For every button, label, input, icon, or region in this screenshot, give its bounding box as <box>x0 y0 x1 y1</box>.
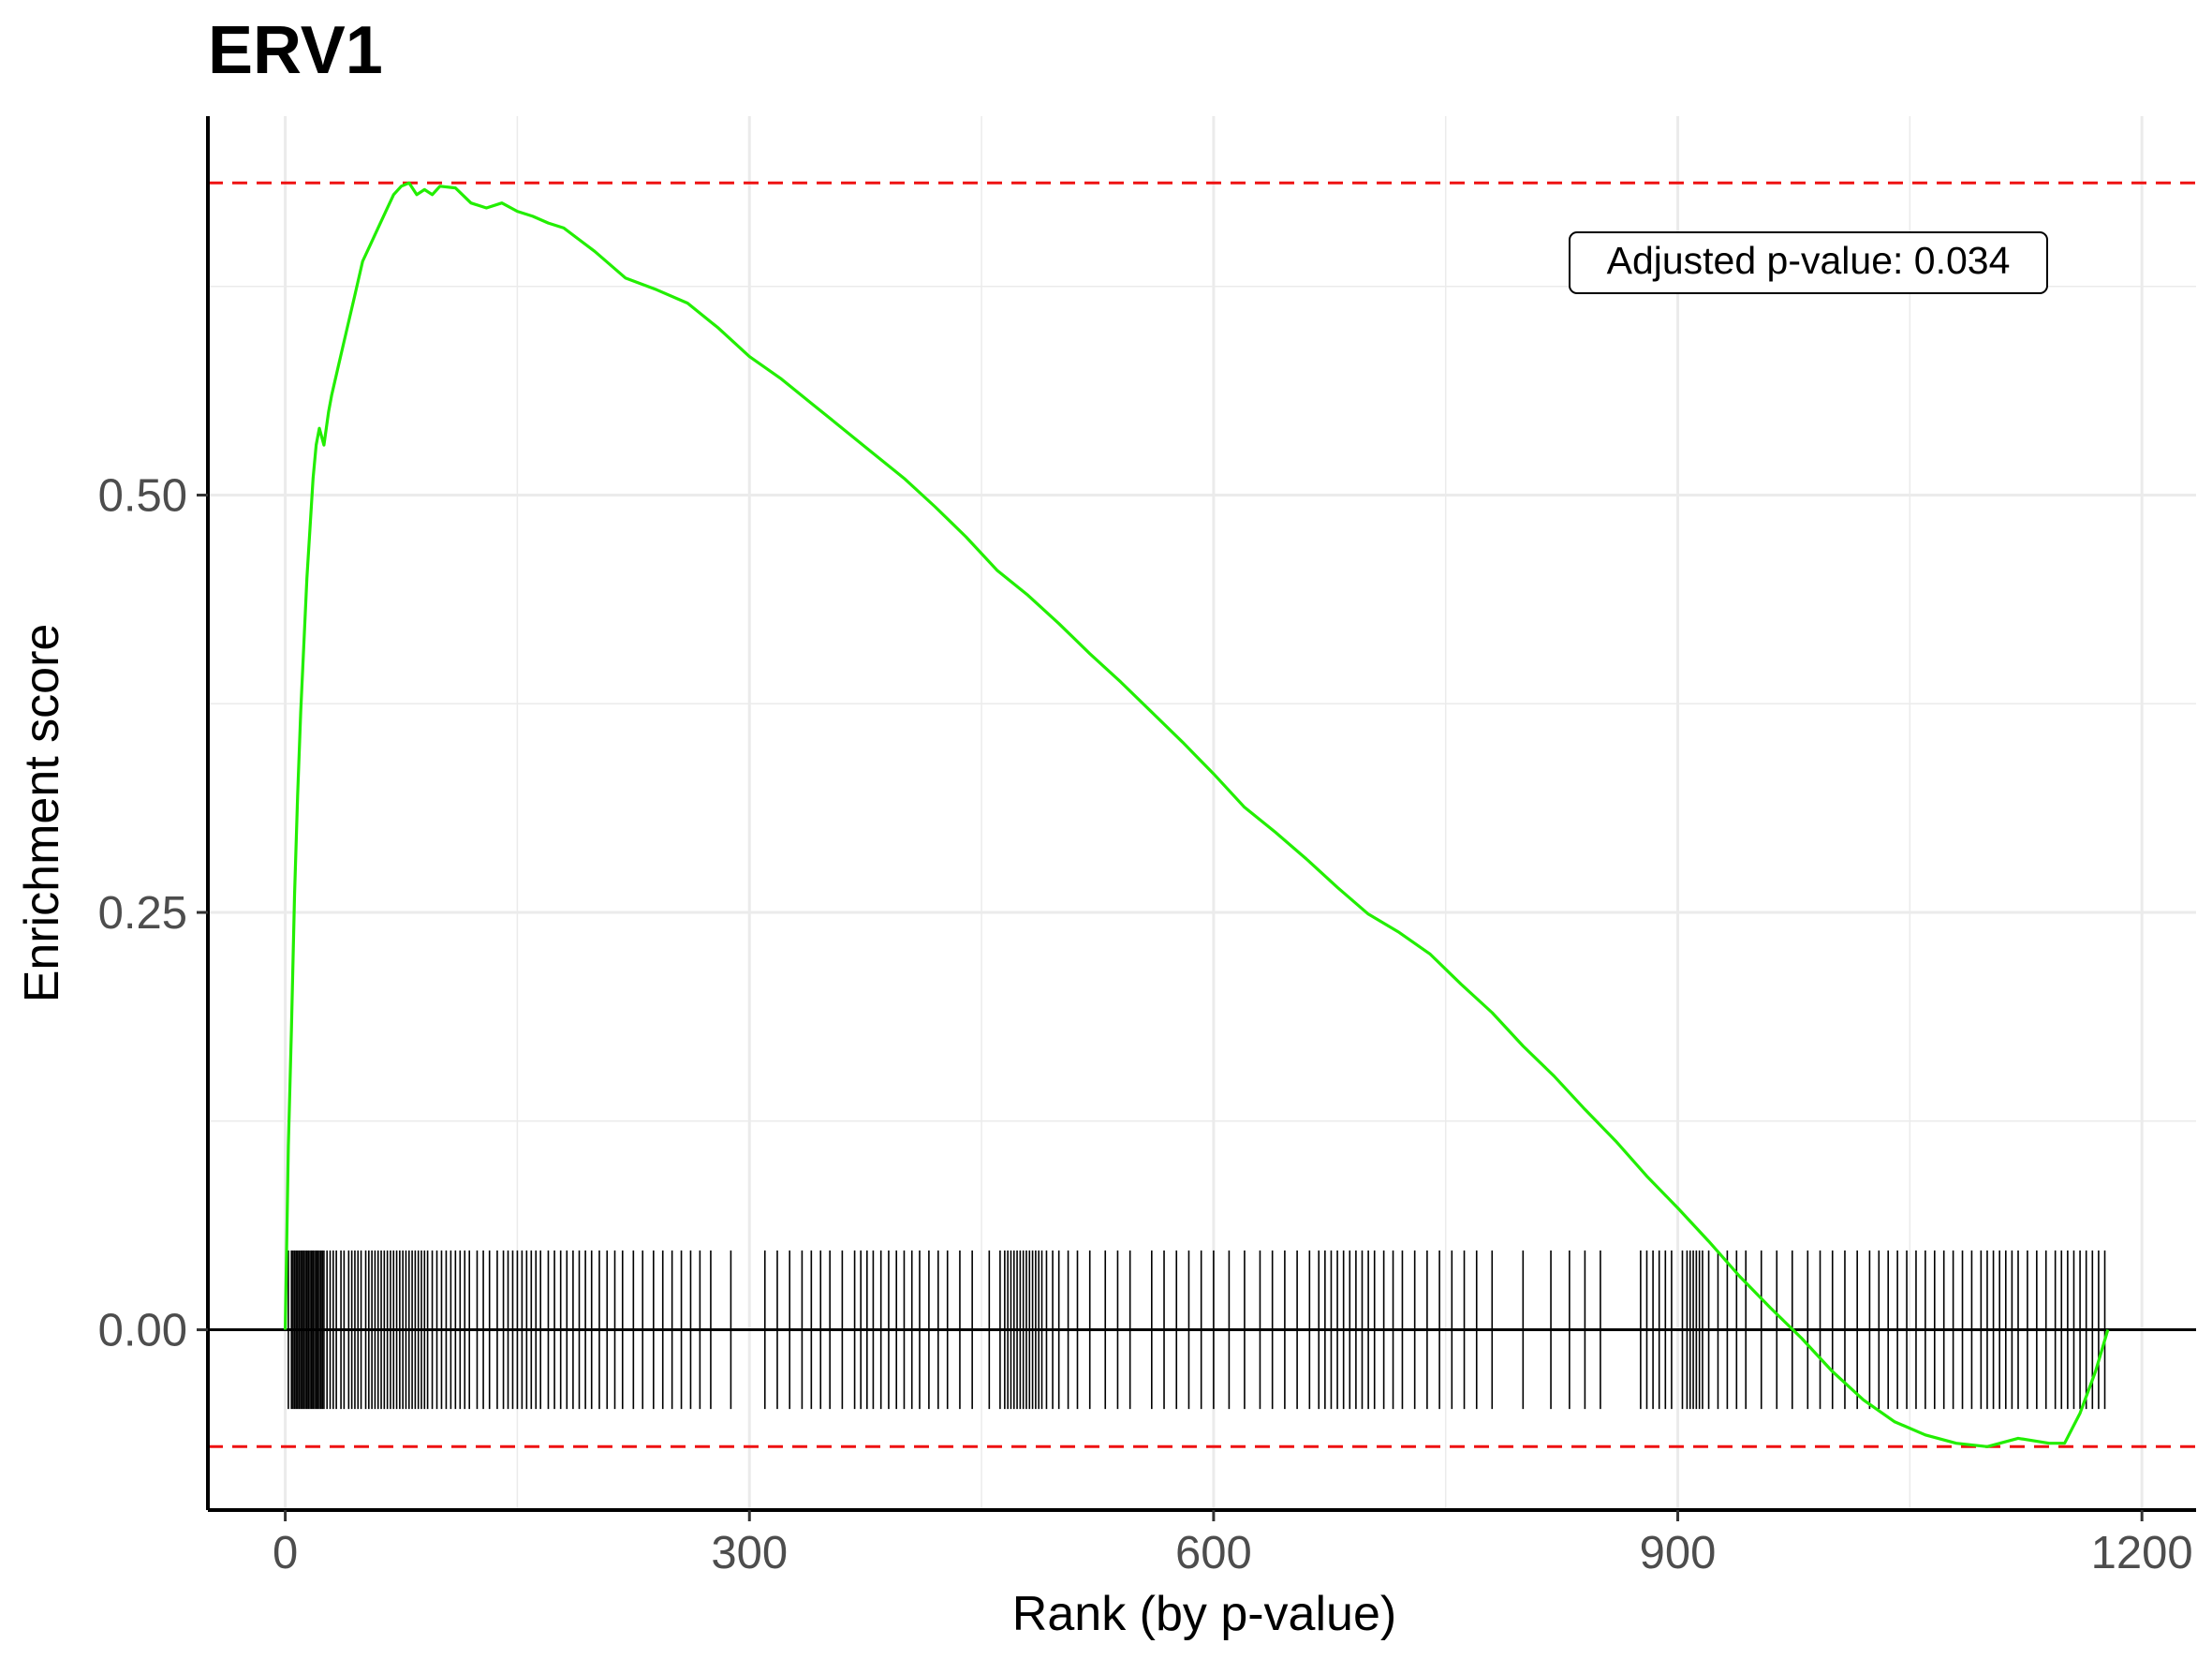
x-tick-label: 300 <box>711 1528 788 1578</box>
enrichment-curve-group <box>284 181 2110 1448</box>
tick-labels: 0 300 600 900 1200 0.00 0.25 0.50 <box>98 471 2193 1578</box>
x-tick-label: 0 <box>273 1528 298 1578</box>
annotation-text: Adjusted p-value: 0.034 <box>1607 239 2011 282</box>
x-tick-label: 1200 <box>2091 1528 2193 1578</box>
y-axis-title: Enrichment score <box>15 624 69 1003</box>
y-tick-label: 0.50 <box>98 471 187 522</box>
chart-title: ERV1 <box>208 13 383 88</box>
y-tick-label: 0.00 <box>98 1306 187 1356</box>
annotation-box <box>1569 231 2048 294</box>
enrichment-curve <box>284 181 2110 1448</box>
p-value-annotation: Adjusted p-value: 0.034 <box>1569 231 2048 294</box>
x-tick-label: 600 <box>1175 1528 1252 1578</box>
threshold-lines <box>208 181 2196 1448</box>
x-axis-title: Rank (by p-value) <box>1012 1587 1396 1641</box>
axes <box>197 116 2196 1521</box>
x-tick-label: 900 <box>1640 1528 1717 1578</box>
y-tick-label: 0.25 <box>98 888 187 939</box>
